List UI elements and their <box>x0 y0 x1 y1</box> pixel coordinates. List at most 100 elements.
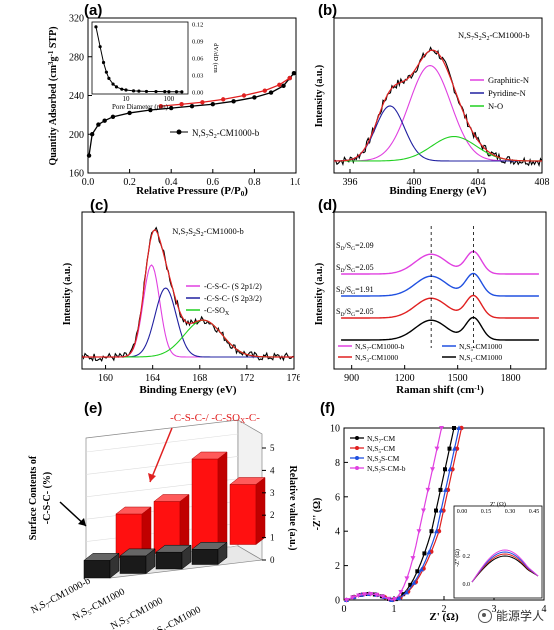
chart-a-point <box>281 83 286 89</box>
chart-d-legend-label: N,S5-CM1000 <box>459 342 502 353</box>
chart-e-gridline <box>85 433 239 453</box>
chart-e-category-rest: -CM1000 <box>125 595 165 623</box>
chart-d-xlabel: Raman shift (cm-1) <box>396 384 484 396</box>
chart-f-inset-xtick: 0.00 <box>457 509 468 515</box>
chart-d-legend-rest: -CM1000 <box>369 353 398 362</box>
chart-e-red-bar <box>191 458 219 550</box>
chart-f-marker <box>419 566 424 572</box>
chart-f-xtick-label: 4 <box>542 604 547 615</box>
chart-a-inset-xlabel: Pore Diameter (nm) <box>112 103 169 111</box>
chart-d-ratio-sub: G <box>351 246 355 252</box>
chart-f-marker <box>422 551 427 556</box>
chart-a-inset-point <box>174 90 179 94</box>
chart-f-marker <box>362 592 368 597</box>
chart-f-series-line <box>346 427 460 601</box>
chart-c-title: N,S7S2S2-CM1000-b <box>172 226 244 238</box>
chart-f-marker <box>350 595 356 601</box>
chart-f-marker <box>416 529 422 534</box>
chart-a-legend: N,S7S2-CM1000-b <box>170 128 260 140</box>
chart-d-frame <box>333 211 547 370</box>
chart-b-xtick-label: 408 <box>535 177 550 188</box>
panel-label-a: (a) <box>84 2 103 19</box>
chart-b-legend-label: Graphitic-N <box>488 75 529 85</box>
chart-d-ratio-slash: /S <box>344 307 351 316</box>
chart-a-point <box>189 103 195 109</box>
chart-f-marker <box>438 487 443 492</box>
chart-f-legend: N,S7-CMN,S5-CMN,S3S-CMN,S7S-CM-b <box>350 434 406 475</box>
chart-f-inset-line <box>471 551 539 583</box>
chart-f-legend-sub: 5 <box>378 450 381 455</box>
chart-a-xlabel: Relative Pressure (P/P0) <box>136 185 248 198</box>
chart-b-legend-label: N-O <box>488 101 503 111</box>
chart-e-category-rest: -CM1000-b <box>46 575 93 607</box>
chart-a: 160 200 240 280 320 0.0 0.2 0.4 0.6 0.8 1.0 10 100… <box>47 14 300 199</box>
chart-e-category-sub: 7 <box>45 602 52 610</box>
chart-a-xtick-label: 1.0 <box>290 177 300 188</box>
chart-b-legend: Graphitic-N Pyridine-N N-O <box>470 75 529 111</box>
chart-a-inset-point <box>98 45 102 49</box>
chart-f-marker <box>438 507 444 513</box>
chart-f-legend-rest: -CM <box>381 444 396 453</box>
chart-b: 396 400 404 408 N,S7S2S2-CM1000-b Graphitic… <box>314 17 550 197</box>
chart-f-legend-sub: 7 <box>378 440 381 445</box>
chart-a-inset-point <box>137 89 141 93</box>
chart-f-marker <box>443 467 447 472</box>
chart-f-inset-xtick: 0.30 <box>505 509 516 515</box>
chart-f-inset-line <box>471 553 539 583</box>
chart-c-peak-p12 <box>82 264 294 358</box>
chart-a-point <box>96 122 101 127</box>
chart-d-xtick-label: 1800 <box>501 373 521 384</box>
chart-d-legend-label: N,S7-CM1000-b <box>355 342 405 353</box>
chart-b-frame <box>333 17 543 174</box>
chart-c-xlabel: Binding Energy (eV) <box>139 384 237 396</box>
chart-f-legend-label: N,S3S-CM <box>367 454 400 465</box>
chart-e-zlabel2: -C-S-C- (%) <box>42 472 53 525</box>
chart-f-series-line <box>346 427 455 601</box>
chart-e-ytick-label: 3 <box>270 488 275 498</box>
chart-f-marker <box>456 425 462 430</box>
chart-e-black-bar <box>155 551 183 570</box>
chart-e-category-rest: -CM1000 <box>163 604 203 630</box>
chart-a-xtick-label: 0.4 <box>165 177 178 188</box>
chart-a-inset-frame <box>91 21 189 95</box>
chart-a-inset-ytick: 0.06 <box>192 56 204 63</box>
chart-a-point <box>110 114 116 120</box>
chart-e-black-bar <box>191 549 219 565</box>
chart-f-marker <box>434 508 438 513</box>
chart-a-point <box>158 103 163 109</box>
chart-c-raw-line <box>81 226 295 363</box>
chart-e-zlabel: Surface Contents of <box>28 455 39 540</box>
chart-a-point <box>277 82 282 88</box>
chart-d-series-line <box>341 250 539 275</box>
chart-a-point <box>200 100 205 105</box>
chart-c: 160 164 168 172 176 N,S7S2S2-CM1000-b -C-S-C… <box>62 211 300 396</box>
chart-a-inset-point <box>120 87 124 91</box>
chart-d-series-line <box>341 272 539 297</box>
chart-e-black-bar <box>119 555 147 574</box>
chart-e-ylabel: Relative value (a.u.) <box>287 466 298 551</box>
chart-d-ratio-label: SD/SG=1.91 <box>336 285 374 296</box>
chart-d-legend: N,S7-CM1000-b N,S5-CM1000 N,S3-CM1000 N,S1-… <box>338 342 502 364</box>
chart-f-ytick-label: 6 <box>335 492 340 503</box>
chart-d-ratio-label: SD/SG=2.09 <box>336 241 374 252</box>
chart-c-xtick-label: 168 <box>192 373 207 384</box>
chart-a-inset-point <box>180 90 184 94</box>
chart-d-legend-label: N,S3-CM1000 <box>355 353 398 364</box>
chart-a-point <box>102 118 107 123</box>
chart-a-inset-ytick: 0.00 <box>192 90 203 97</box>
chart-a-point <box>268 90 274 95</box>
chart-d-ratio-value: =2.05 <box>355 307 374 316</box>
chart-a-inset-point <box>104 70 109 74</box>
panel-label-d: (d) <box>318 197 338 214</box>
chart-a-ylabel: Quantity Adsorbed (cm3g-1 STP) <box>47 26 59 165</box>
chart-a-series-line <box>88 72 295 156</box>
chart-c-frame <box>81 211 295 370</box>
chart-d-legend-rest: -CM1000 <box>473 342 502 351</box>
chart-e-ytick-label: 4 <box>270 465 275 475</box>
chart-f-marker <box>356 593 362 599</box>
chart-e-red-bar <box>153 501 181 554</box>
chart-f-series-line <box>346 427 463 601</box>
chart-f-xtick-label: 3 <box>492 604 497 615</box>
chart-f-marker <box>408 582 413 587</box>
